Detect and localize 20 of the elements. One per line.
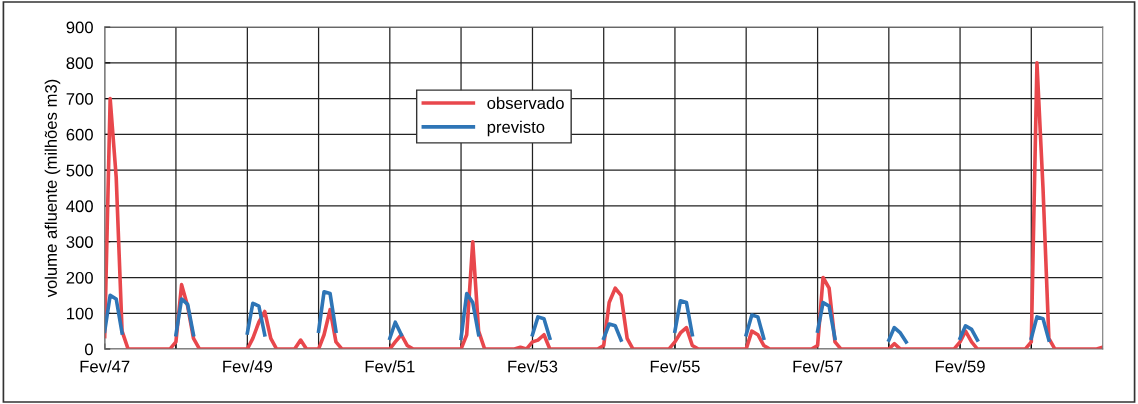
x-tick-label: Fev/49 [223,360,273,373]
x-tick-label: Fev/57 [793,360,843,373]
x-tick-label: Fev/55 [650,360,700,373]
legend-label: previsto [487,120,545,137]
y-tick-label: 600 [66,128,93,141]
y-tick-label: 200 [66,271,93,284]
y-tick-label: 900 [66,21,93,34]
y-tick-label: 800 [66,57,93,70]
x-tick-label: Fev/53 [508,360,558,373]
y-tick-label: 300 [66,236,93,248]
x-tick-label: Fev/47 [80,360,130,373]
y-tick-label: 400 [66,200,93,213]
x-tick-label: Fev/51 [365,360,415,373]
y-axis-title: volume afluente (milhões m3) [44,79,61,298]
y-tick-label: 100 [67,307,93,320]
x-tick-label: Fev/59 [935,360,985,373]
y-tick-label: 500 [66,164,93,177]
y-tick-label: 700 [66,93,93,105]
legend-label: observado [487,96,564,110]
y-tick-label: 0 [84,343,93,356]
